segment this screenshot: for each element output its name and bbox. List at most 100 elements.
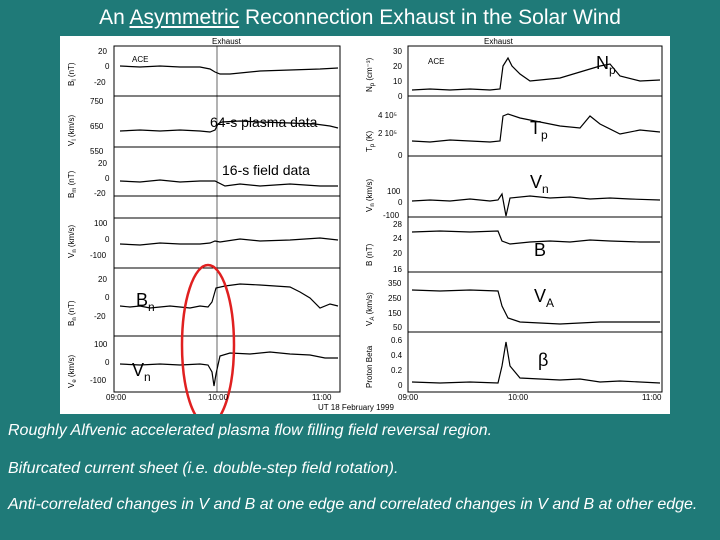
l-tick: 0	[105, 62, 110, 71]
time-axis-label: UT 18 February 1999	[318, 403, 394, 412]
left-ylabels: Bl (nT) Vl (km/s) Bm (nT) Vn (km/s) Bn (…	[67, 62, 78, 388]
figure-svg: Exhaust Exhaust ACE ACE 20 0 -20 750 650…	[67, 37, 663, 427]
trace-b-right	[411, 230, 660, 245]
label-np: Np	[596, 53, 616, 77]
l-tick: 550	[90, 147, 104, 156]
title-suffix: Reconnection Exhaust in the Solar Wind	[239, 6, 621, 29]
label-beta: β	[538, 350, 548, 370]
l-tick: 20	[98, 47, 107, 56]
left-time-tick: 09:00	[106, 393, 127, 402]
left-traces	[119, 65, 339, 387]
caption-3: Anti-correlated changes in V and B at on…	[8, 496, 698, 513]
r-tick: -100	[383, 211, 400, 220]
ylabel-beta: Proton Beta	[365, 345, 374, 388]
l-tick: 750	[90, 97, 104, 106]
note-plasma: 64-s plasma data	[210, 114, 318, 130]
r-tick: 0.4	[391, 351, 403, 360]
ylabel-tp: Tp (K)	[365, 131, 376, 152]
right-time-tick: 11:00	[642, 393, 662, 402]
trace-va	[411, 289, 660, 325]
l-tick: 20	[98, 159, 107, 168]
trace-vm	[119, 237, 339, 246]
right-spacecraft-label: ACE	[428, 57, 444, 66]
l-tick: 0	[105, 174, 110, 183]
r-tick: 10	[393, 77, 402, 86]
ylabel-ve: Ve (km/s)	[67, 355, 78, 388]
l-tick: -100	[90, 376, 107, 385]
label-vn-right: Vn	[530, 172, 549, 196]
caption-1: Roughly Alfvenic accelerated plasma flow…	[8, 422, 493, 439]
trace-bl	[119, 65, 339, 75]
ylabel-bn: Bn (nT)	[67, 300, 78, 326]
left-exhaust-header: Exhaust	[212, 37, 242, 46]
r-tick: 20	[393, 249, 402, 258]
right-time-tick: 09:00	[398, 393, 419, 402]
r-tick: 16	[393, 265, 402, 274]
ylabel-b: B (nT)	[365, 243, 374, 266]
trace-beta	[411, 341, 661, 384]
label-vn-left: Vn	[132, 360, 151, 384]
l-tick: 100	[94, 340, 108, 349]
r-tick: 0.6	[391, 336, 403, 345]
r-tick: 350	[388, 279, 402, 288]
r-tick: 24	[393, 234, 402, 243]
l-tick: 650	[90, 122, 104, 131]
left-time-tick: 11:00	[312, 393, 332, 402]
trace-tp	[411, 113, 661, 143]
r-tick: 30	[393, 47, 402, 56]
figure-panel: Exhaust Exhaust ACE ACE 20 0 -20 750 650…	[60, 36, 670, 427]
r-tick: 0	[398, 92, 403, 101]
slide-title: An Asymmetric Reconnection Exhaust in th…	[0, 6, 720, 30]
note-field: 16-s field data	[222, 162, 310, 178]
trace-np	[411, 56, 661, 91]
right-time-tick: 10:00	[508, 393, 529, 402]
left-spacecraft-label: ACE	[132, 55, 148, 64]
l-tick: 20	[98, 275, 107, 284]
r-tick: 50	[393, 323, 402, 332]
right-traces	[411, 56, 661, 384]
trace-vn-right	[411, 192, 661, 217]
ylabel-np: Np (cm⁻³)	[365, 57, 376, 92]
title-underlined-word: Asymmetric	[129, 6, 240, 29]
l-tick: 0	[105, 358, 110, 367]
trace-ve	[119, 351, 338, 387]
r-tick: 0	[398, 151, 403, 160]
trace-vl	[119, 120, 339, 133]
r-tick: 0.2	[391, 366, 403, 375]
label-va: VA	[534, 286, 554, 310]
label-tp: Tp	[530, 118, 548, 142]
r-tick: 2 10⁵	[378, 129, 397, 138]
l-tick: 100	[94, 219, 108, 228]
l-tick: 0	[105, 235, 110, 244]
ylabel-va: VA (km/s)	[365, 292, 376, 326]
r-tick: 150	[388, 309, 402, 318]
r-tick: 0	[398, 198, 403, 207]
ylabel-vn-right: Vn (km/s)	[365, 179, 376, 212]
l-tick: 0	[105, 293, 110, 302]
r-tick: 20	[393, 62, 402, 71]
ylabel-bm: Bm (nT)	[67, 170, 78, 198]
l-tick: -100	[90, 251, 107, 260]
ylabel-bl: Bl (nT)	[67, 62, 78, 86]
trace-bn	[119, 283, 339, 309]
r-tick: 100	[387, 187, 401, 196]
label-b-right: B	[534, 240, 546, 260]
ylabel-vm: Vn (km/s)	[67, 225, 78, 258]
label-bn-left: Bn	[136, 290, 155, 314]
title-prefix: An	[99, 6, 130, 29]
l-tick: -20	[94, 78, 106, 87]
caption-2: Bifurcated current sheet (i.e. double-st…	[8, 460, 399, 477]
left-time-tick: 10:00	[208, 393, 229, 402]
left-ticks: 20 0 -20 750 650 550 20 0 -20 100 0 -100…	[90, 47, 110, 385]
left-plot-frame	[113, 45, 341, 393]
right-ticks: 30 20 10 0 4 10⁵ 2 10⁵ 0 100 0 -100 28 2…	[378, 47, 403, 390]
r-tick: 0	[398, 381, 403, 390]
right-exhaust-header: Exhaust	[484, 37, 514, 46]
r-tick: 4 10⁵	[378, 111, 397, 120]
ylabel-vl: Vl (km/s)	[67, 115, 78, 146]
right-ylabels: Np (cm⁻³) Tp (K) Vn (km/s) B (nT) VA (km…	[365, 57, 376, 388]
trace-bm	[119, 179, 338, 187]
r-tick: 250	[388, 294, 402, 303]
l-tick: -20	[94, 189, 106, 198]
r-tick: 28	[393, 220, 402, 229]
